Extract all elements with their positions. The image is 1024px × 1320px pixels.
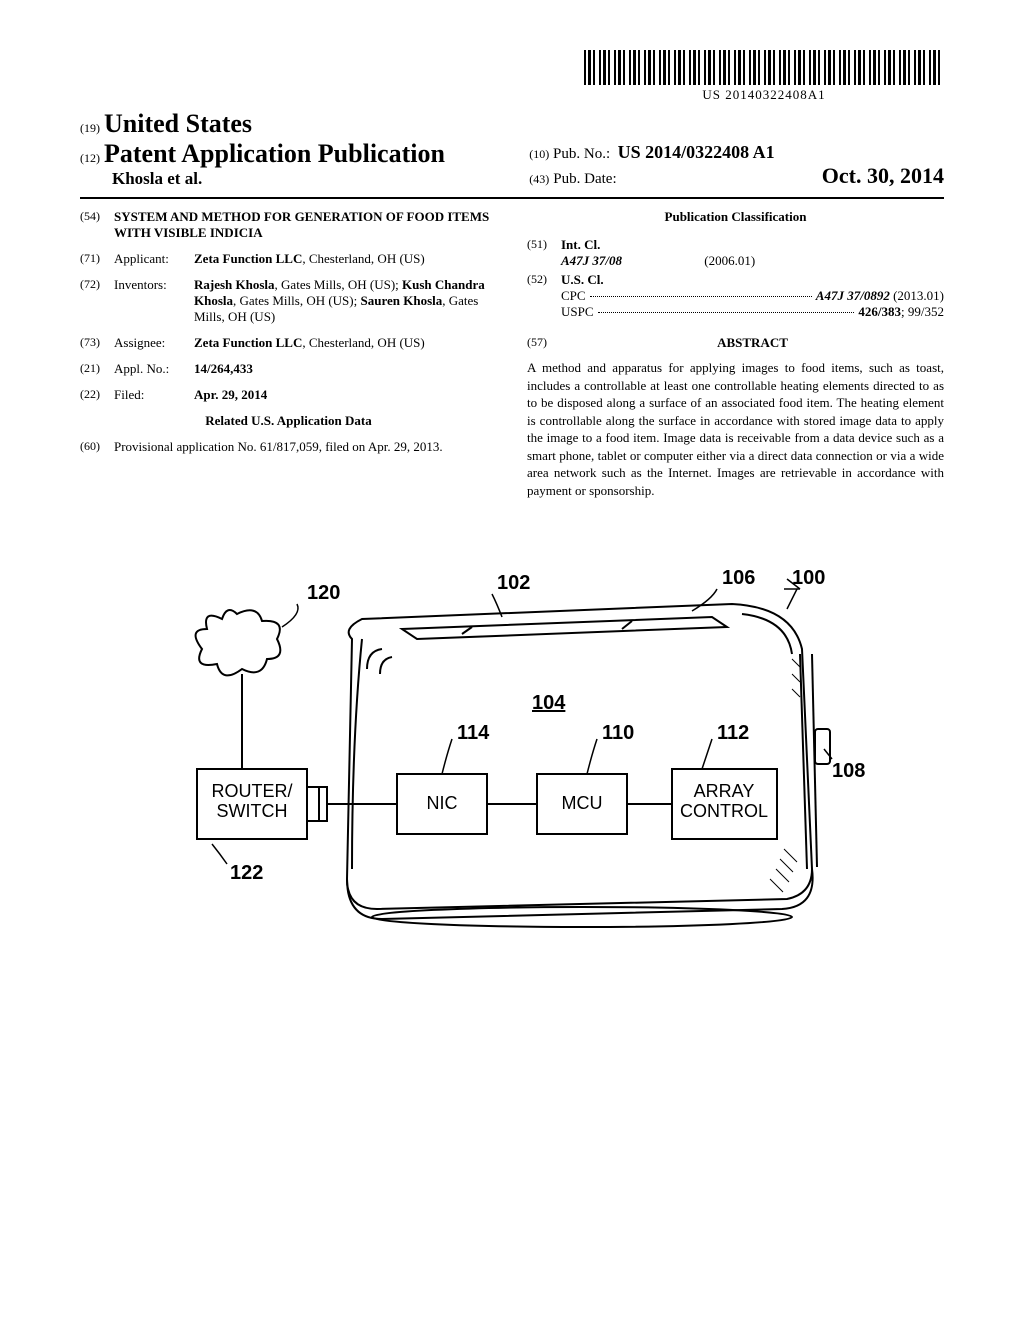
pub-date: Oct. 30, 2014	[822, 163, 944, 189]
fig-label-108: 108	[832, 760, 865, 782]
related-heading: Related U.S. Application Data	[80, 413, 497, 429]
uscl-label: U.S. Cl.	[561, 272, 604, 287]
inventors-label: Inventors:	[114, 277, 194, 325]
box-nic: NIC	[427, 793, 458, 813]
box-mcu: MCU	[562, 793, 603, 813]
uspc-val2: ; 99/352	[901, 304, 944, 319]
cpc-date: (2013.01)	[890, 288, 944, 303]
fig-label-114: 114	[457, 722, 490, 744]
uscl-code: (52)	[527, 272, 561, 320]
pub-no-code: (10)	[529, 147, 549, 161]
assignee-loc: , Chesterland, OH (US)	[302, 335, 424, 350]
applicant-name: Zeta Function LLC	[194, 251, 302, 266]
uspc-val: 426/383	[858, 304, 901, 319]
fig-label-110: 110	[602, 722, 634, 744]
pub-date-label: Pub. Date:	[553, 171, 616, 188]
barcode: US 20140322408A1	[584, 50, 944, 103]
header: (19) United States (12) Patent Applicati…	[80, 109, 944, 189]
cpc-val: A47J 37/0892	[816, 288, 890, 303]
fig-label-120: 120	[307, 582, 340, 604]
fig-label-102: 102	[497, 572, 530, 594]
body-columns: (54) SYSTEM AND METHOD FOR GENERATION OF…	[80, 209, 944, 499]
assignee-code: (73)	[80, 335, 114, 351]
barcode-region: US 20140322408A1	[80, 50, 944, 104]
country-name: United States	[104, 109, 252, 138]
box-router-2: SWITCH	[217, 801, 288, 821]
pub-no-label: Pub. No.:	[553, 146, 610, 162]
authors: Khosla et al.	[80, 169, 512, 189]
appl-no-label: Appl. No.:	[114, 361, 194, 377]
inventors-code: (72)	[80, 277, 114, 325]
assignee-label: Assignee:	[114, 335, 194, 351]
provisional-code: (60)	[80, 439, 114, 455]
box-router-1: ROUTER/	[212, 781, 293, 801]
barcode-bars	[584, 50, 944, 85]
intcl-date: (2006.01)	[704, 253, 755, 268]
classification-heading: Publication Classification	[527, 209, 944, 225]
patent-figure: 104 ROUTER/ SWITCH	[80, 559, 944, 984]
divider	[80, 197, 944, 199]
intcl-class: A47J 37/08	[561, 253, 622, 268]
doc-type: Patent Application Publication	[104, 139, 445, 168]
inventors-list: Rajesh Khosla, Gates Mills, OH (US); Kus…	[194, 277, 497, 325]
applicant-code: (71)	[80, 251, 114, 267]
appl-no: 14/264,433	[194, 361, 253, 376]
fig-label-106: 106	[722, 567, 755, 589]
appl-no-code: (21)	[80, 361, 114, 377]
pub-date-code: (43)	[529, 172, 549, 187]
fig-label-122: 122	[230, 862, 263, 884]
barcode-number: US 20140322408A1	[584, 87, 944, 103]
abstract-code: (57)	[527, 335, 561, 359]
fig-label-100: 100	[792, 567, 825, 589]
invention-title: SYSTEM AND METHOD FOR GENERATION OF FOOD…	[114, 209, 497, 241]
pub-no: US 2014/0322408 A1	[618, 142, 775, 162]
title-code: (54)	[80, 209, 114, 241]
intcl-label: Int. Cl.	[561, 237, 600, 252]
country-code: (19)	[80, 121, 100, 135]
assignee-name: Zeta Function LLC	[194, 335, 302, 350]
uspc-label: USPC	[561, 304, 594, 320]
box-array-1: ARRAY	[694, 781, 755, 801]
filed-label: Filed:	[114, 387, 194, 403]
abstract-heading: ABSTRACT	[561, 335, 944, 351]
cpc-label: CPC	[561, 288, 586, 304]
intcl-code: (51)	[527, 237, 561, 269]
applicant-loc: , Chesterland, OH (US)	[302, 251, 424, 266]
doc-type-code: (12)	[80, 151, 100, 165]
abstract-text: A method and apparatus for applying imag…	[527, 359, 944, 499]
filed-date: Apr. 29, 2014	[194, 387, 267, 402]
filed-code: (22)	[80, 387, 114, 403]
fig-label-104: 104	[532, 692, 566, 714]
box-array-2: CONTROL	[680, 801, 768, 821]
provisional-text: Provisional application No. 61/817,059, …	[114, 439, 497, 455]
applicant-label: Applicant:	[114, 251, 194, 267]
left-column: (54) SYSTEM AND METHOD FOR GENERATION OF…	[80, 209, 497, 499]
right-column: Publication Classification (51) Int. Cl.…	[527, 209, 944, 499]
fig-label-112: 112	[717, 722, 749, 744]
